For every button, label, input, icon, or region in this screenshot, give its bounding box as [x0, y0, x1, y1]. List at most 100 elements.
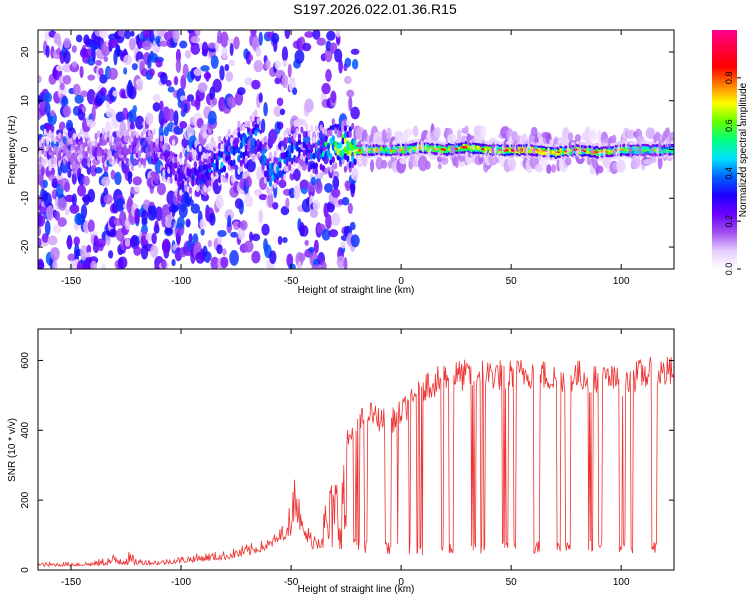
spectrogram-cell [309, 162, 314, 170]
spectrogram-cell [348, 130, 352, 138]
spectrogram-cell [248, 54, 254, 62]
spectrogram-cell [87, 219, 95, 233]
spectrogram-cell [409, 144, 413, 149]
spectrogram-cell [116, 129, 120, 137]
spectrogram-cell [221, 46, 228, 60]
spectrogram-cell [210, 256, 219, 269]
spectrogram-cell [261, 223, 270, 236]
spectrogram-cell [125, 148, 130, 156]
spectrogram-cell [41, 233, 49, 243]
spectrogram-cell [152, 94, 161, 102]
spectrogram-cell [230, 159, 234, 167]
spectrogram-cell [237, 146, 241, 154]
spectrogram-cell [295, 156, 299, 164]
spectrogram-cell [152, 141, 156, 149]
x-tick-label: -100 [171, 276, 191, 287]
spectrogram-cell [260, 118, 266, 133]
spectrogram-cell [414, 138, 418, 143]
spectrogram-cell [340, 241, 346, 249]
spectrogram-cell [167, 108, 175, 122]
spectrogram-cell [128, 37, 136, 51]
spectrogram-cell [280, 152, 285, 160]
spectrogram-cell [293, 168, 301, 182]
spectrogram-cell [433, 140, 437, 145]
spectrogram-cell [668, 152, 672, 156]
spectrogram-cell [350, 106, 360, 120]
spectrogram-cell [155, 59, 163, 68]
spectrogram-cell [258, 31, 263, 46]
spectrogram-cell [230, 145, 234, 153]
spectrogram-cell [244, 195, 254, 208]
spectrogram-cell [634, 141, 638, 145]
spectrogram-cell [556, 152, 561, 156]
spectrogram-cell [237, 167, 241, 175]
spectrogram-cell [283, 157, 287, 165]
spectrogram-cell [428, 140, 432, 144]
spectrogram-cell [180, 74, 187, 90]
spectrogram-cell [649, 156, 657, 164]
spectrogram-cell [568, 151, 573, 155]
spectrogram-cell [646, 140, 650, 145]
spectrogram-cell [71, 45, 77, 53]
spectrogram-cell [387, 150, 391, 155]
spectrogram-cell [54, 210, 60, 221]
spectrogram-cell [195, 30, 201, 37]
spectrogram-cell [274, 60, 281, 70]
spectrogram-cell [234, 138, 239, 146]
spectrogram-cell [268, 151, 272, 159]
spectrogram-cell [42, 179, 48, 189]
spectrogram-cell [324, 128, 328, 136]
y-tick-label: 0 [20, 146, 31, 152]
spectrogram-cell [79, 90, 88, 98]
spectrogram-cell [227, 153, 231, 161]
spectrogram-cell [63, 50, 71, 64]
spectrogram-cell [244, 149, 248, 157]
spectrogram-cell [334, 162, 338, 170]
spectrogram-cell [334, 127, 338, 135]
spectrogram-cell [322, 127, 326, 135]
spectrogram-cell [343, 165, 348, 173]
spectrogram-cell [562, 127, 570, 140]
spectrogram-cell [341, 197, 350, 206]
spectrogram-cell [263, 102, 268, 117]
spectrogram-cell [197, 82, 208, 93]
spectrogram-cell [305, 123, 309, 131]
spectrogram-cell [283, 151, 287, 159]
spectrogram-cell [370, 159, 375, 173]
spectrogram-cell [171, 162, 176, 170]
spectrogram-cell [263, 135, 268, 143]
spectrogram-cell [455, 144, 459, 149]
spectrogram-cell [109, 157, 113, 165]
spectrogram-cell [587, 129, 597, 142]
x-tick-label: 50 [506, 577, 518, 588]
spectrogram-cell [276, 121, 284, 130]
spectrogram-cell [302, 119, 306, 127]
spectrogram-cell [581, 151, 585, 155]
spectrogram-cell [99, 74, 108, 84]
spectrogram-cell [510, 151, 515, 156]
spectrogram-cell [351, 167, 359, 181]
spectrogram-cell [145, 112, 154, 125]
spectrogram-cell [239, 220, 248, 231]
spectrogram-cell [331, 163, 335, 171]
spectrogram-cell [77, 132, 81, 140]
spectrogram-cell [203, 251, 212, 263]
spectrogram-cell [341, 157, 345, 165]
spectrogram-cell [254, 189, 263, 197]
spectrogram-cell [142, 40, 152, 51]
spectrogram-cell [186, 153, 190, 161]
spectrogram-cell [58, 132, 62, 140]
spectrogram-cell [133, 158, 137, 166]
spectrogram-cell [583, 155, 587, 160]
spectrogram-cell [355, 150, 360, 155]
spectrogram-cell [297, 118, 302, 126]
spectrogram-cell [644, 140, 648, 145]
spectrogram-cell [243, 240, 254, 253]
spectrogram-cell [141, 217, 148, 227]
spectrogram-cell [641, 140, 645, 145]
spectrogram-cell [53, 145, 57, 153]
spectrogram-cell [655, 131, 661, 145]
spectrogram-cell [38, 156, 43, 164]
spectrogram-cell [103, 56, 109, 63]
